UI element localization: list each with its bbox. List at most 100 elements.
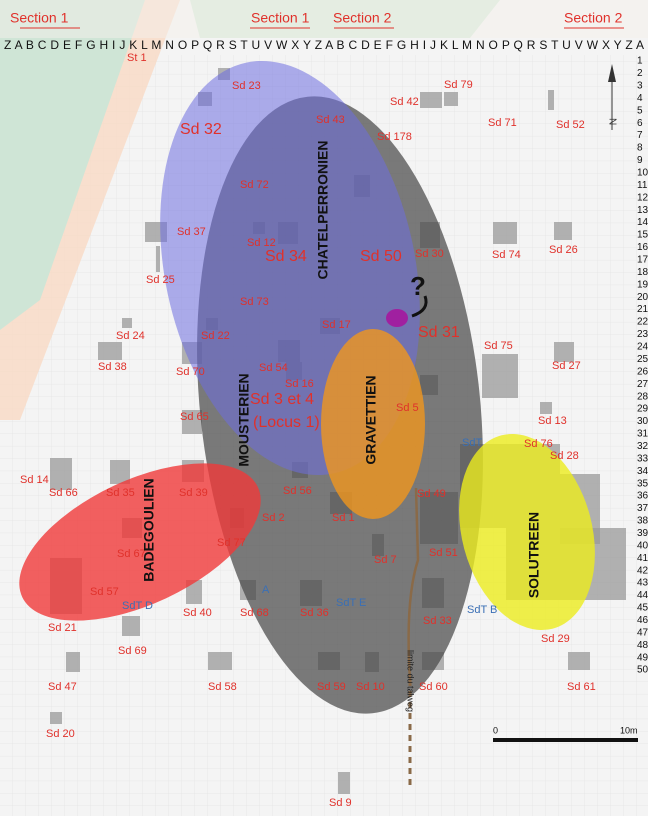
square: [182, 410, 202, 434]
row-number: 49: [637, 652, 648, 663]
test-pit-label: SdT B: [467, 604, 497, 616]
row-number: 13: [637, 205, 648, 216]
square: [50, 712, 62, 724]
north-arrow-head: [608, 64, 616, 82]
row-number: 11: [637, 180, 648, 191]
row-number: 45: [637, 603, 648, 614]
zone-label: GRAVETTIEN: [363, 375, 379, 464]
feature-label: Sd 27: [552, 360, 581, 372]
feature-label: Sd 21: [48, 622, 77, 634]
feature-label: Sd 178: [377, 131, 412, 143]
row-number: 31: [637, 429, 648, 440]
feature-label: Sd 74: [492, 249, 521, 261]
square: [66, 652, 80, 672]
feature-label: Sd 31: [418, 324, 460, 341]
row-number: 33: [637, 453, 648, 464]
row-number: 34: [637, 466, 648, 477]
row-number: 3: [637, 81, 643, 92]
badegoulien-zone: [19, 463, 261, 621]
square: [420, 92, 442, 108]
square: [50, 458, 72, 490]
header-band: [0, 0, 648, 38]
row-number: 15: [637, 230, 648, 241]
feature-label: Sd 2: [262, 512, 285, 524]
scale-start: 0: [493, 725, 498, 735]
scale-bar: [493, 738, 638, 742]
talweg-label: limite du talweg: [406, 650, 416, 712]
feature-label: Sd 10: [356, 681, 385, 693]
feature-label: Sd 77: [217, 537, 246, 549]
row-number: 41: [637, 553, 648, 564]
row-number: 1: [637, 56, 643, 67]
square: [444, 92, 458, 106]
rock-band: [0, 0, 145, 330]
arrow: [411, 295, 428, 318]
feature-label: Sd 34: [265, 248, 307, 265]
row-number: 26: [637, 366, 648, 377]
square: [338, 772, 350, 794]
feature-label: Sd 26: [549, 244, 578, 256]
feature-label: Sd 17: [322, 319, 351, 331]
feature-label: Sd 52: [556, 119, 585, 131]
square: [110, 460, 130, 484]
row-number: 6: [637, 118, 643, 129]
row-number: 37: [637, 503, 648, 514]
feature-label: Sd 69: [118, 645, 147, 657]
solutreen-zone: [459, 433, 595, 631]
feature-label: Sd 70: [176, 366, 205, 378]
feature-label: Sd 40: [183, 607, 212, 619]
row-number: 10: [637, 168, 648, 179]
row-number: 47: [637, 627, 648, 638]
row-number: 8: [637, 143, 643, 154]
feature-label: Sd 14: [20, 474, 49, 486]
row-number: 35: [637, 478, 648, 489]
row-number: 5: [637, 105, 643, 116]
feature-label: Sd 76: [524, 438, 553, 450]
feature-label: Sd 1: [332, 512, 355, 524]
zone-label: BADEGOULIEN: [141, 478, 157, 581]
row-number: 2: [637, 68, 643, 79]
square: [554, 342, 574, 362]
feature-label: Sd 23: [232, 80, 261, 92]
feature-label: Sd 42: [390, 96, 419, 108]
square: [548, 90, 554, 110]
row-number: 7: [637, 130, 643, 141]
feature-label: Sd 12: [247, 237, 276, 249]
question-mark: ?: [410, 271, 426, 301]
test-pit-label: A: [262, 584, 270, 596]
row-number: 46: [637, 615, 648, 626]
feature-label: Sd 33: [423, 615, 452, 627]
zone-label: MOUSTERIEN: [236, 373, 252, 466]
square: [482, 354, 518, 398]
section-title: Section 1: [251, 10, 310, 26]
square: [122, 318, 132, 328]
feature-label: Sd 59: [317, 681, 346, 693]
row-number: 24: [637, 342, 648, 353]
square: [568, 652, 590, 670]
feature-label: Sd 20: [46, 728, 75, 740]
feature-label: Sd 30: [415, 248, 444, 260]
square: [493, 222, 517, 244]
feature-label: Sd 60: [419, 681, 448, 693]
row-number: 16: [637, 242, 648, 253]
feature-label: Sd 43: [316, 114, 345, 126]
square: [208, 652, 232, 670]
feature-label: Sd 3 et 4: [250, 391, 314, 408]
row-number: 39: [637, 528, 648, 539]
feature-label: Sd 54: [259, 362, 288, 374]
north-label: N: [606, 118, 617, 125]
square: [156, 246, 160, 272]
square: [554, 222, 572, 240]
feature-label: Sd 35: [106, 487, 135, 499]
feature-label: Sd 29: [541, 633, 570, 645]
square: [540, 402, 552, 414]
feature-label: Sd 75: [484, 340, 513, 352]
feature-label: Sd 9: [329, 797, 352, 809]
feature-label: Sd 67: [117, 548, 146, 560]
row-number: 32: [637, 441, 648, 452]
feature-label: Sd 51: [429, 547, 458, 559]
row-number: 17: [637, 255, 648, 266]
test-pit-label: SdT D: [122, 600, 153, 612]
